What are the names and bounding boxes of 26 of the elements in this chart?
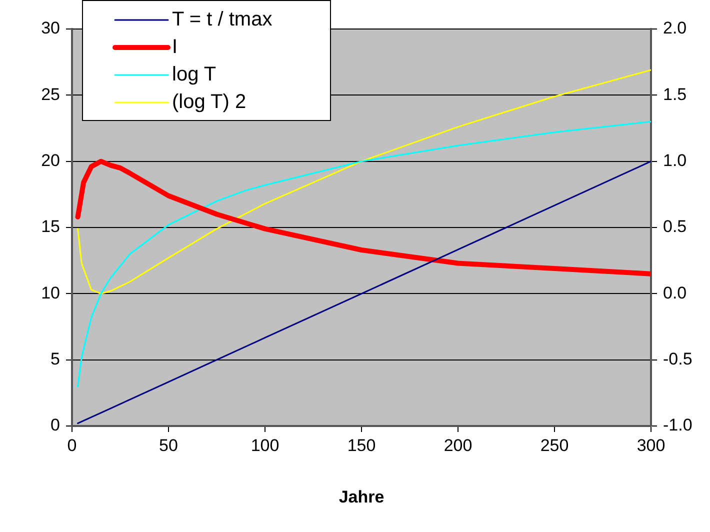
y2-tick-label: 0.5 [663,217,687,236]
y-tick-label: 0 [50,416,60,435]
y-tick-label: 20 [41,151,60,170]
y2-tick-label: 1.0 [663,151,687,170]
y2-tick-label: 2.0 [663,18,687,38]
x-tick-label: 200 [444,436,472,455]
x-axis-title: Jahre [338,487,384,506]
y-tick-label: 25 [41,84,60,104]
x-tick-label: 0 [67,436,77,455]
y-tick-label: 10 [41,283,60,302]
y-tick-label: 5 [50,350,60,369]
y2-tick-label: -0.5 [663,350,692,369]
x-tick-label: 250 [540,436,569,455]
x-tick-label: 100 [250,436,280,455]
y2-tick-label: -1.0 [663,416,692,435]
y2-tick-label: 1.5 [663,84,687,104]
x-tick-label: 300 [636,436,666,455]
legend-label: I [172,36,178,58]
y-tick-label: 15 [41,217,60,236]
x-tick-label: 150 [347,436,376,455]
legend-label: (log T) 2 [172,91,246,114]
y2-tick-label: 0.0 [663,283,687,302]
y-tick-label: 30 [41,18,60,38]
legend-label: T = t / tmax [172,8,272,31]
legend-label: log T [172,64,216,86]
x-tick-label: 50 [159,436,178,455]
